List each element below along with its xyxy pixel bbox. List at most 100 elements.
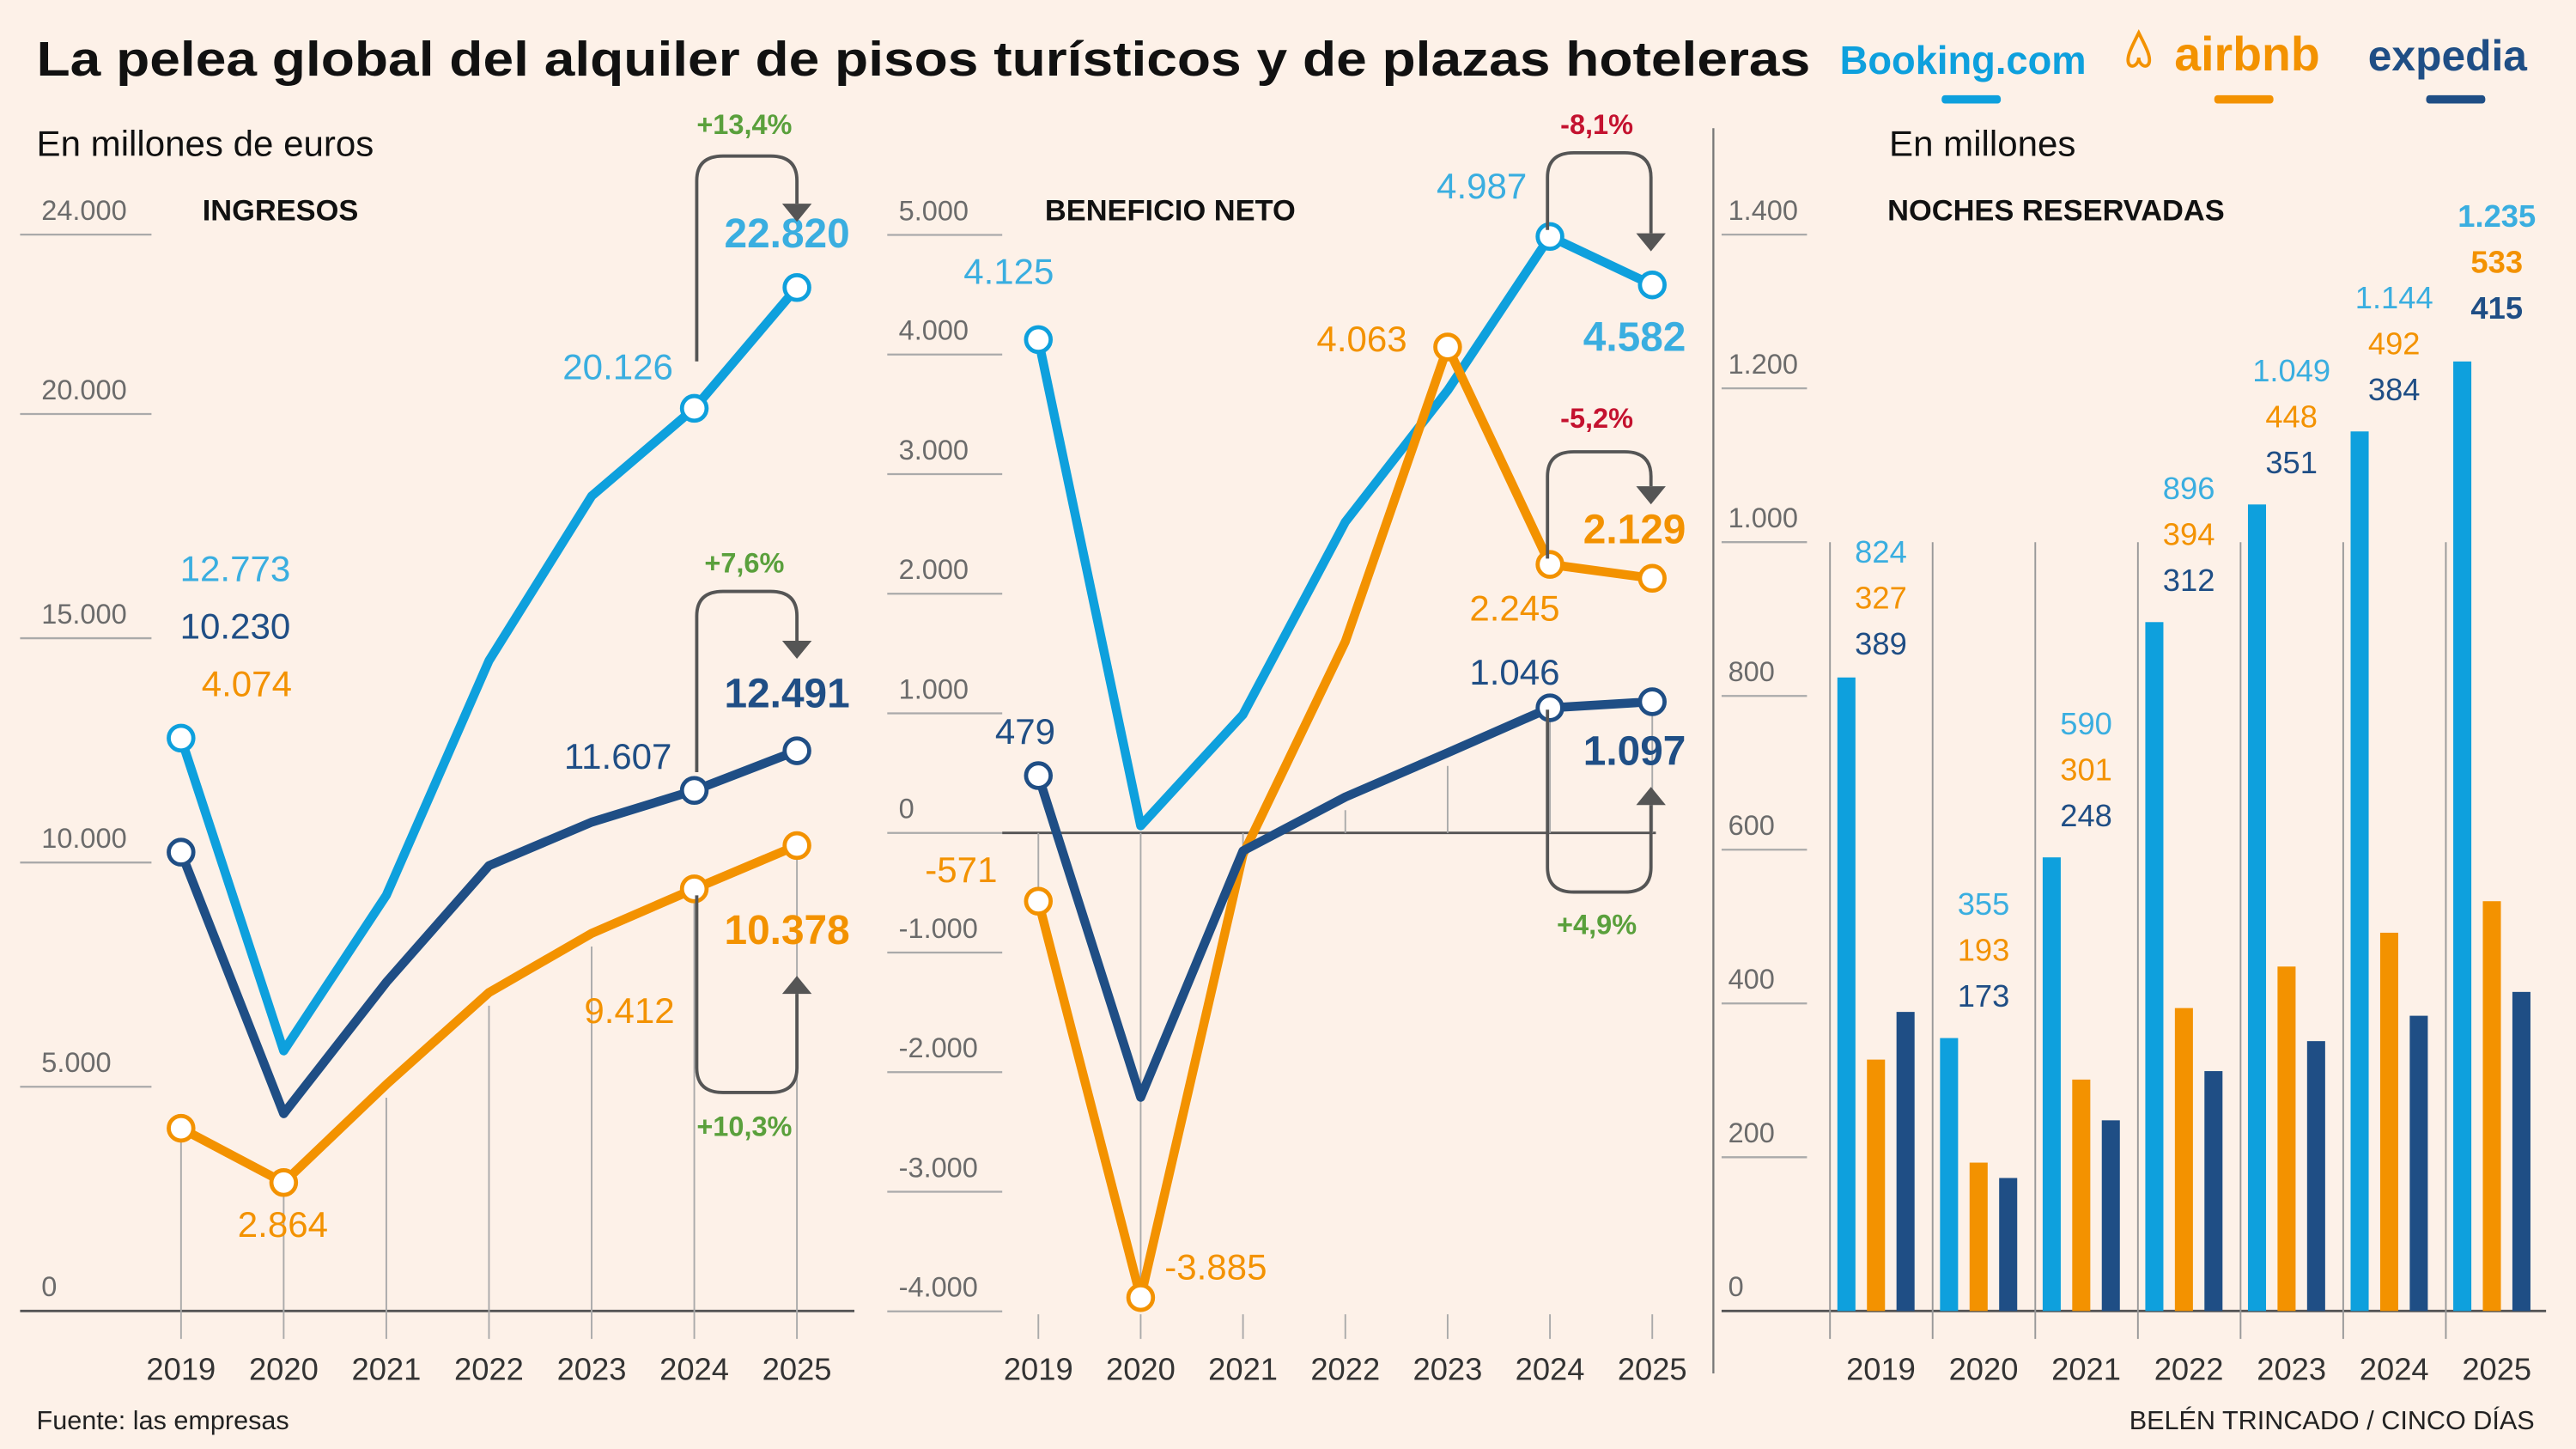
legend-booking-swatch xyxy=(1941,94,2002,104)
data-point-expedia-2019 xyxy=(1024,761,1054,790)
data-label-expedia-2024: 11.607 xyxy=(564,736,672,776)
data-point-airbnb-2019 xyxy=(167,1113,196,1143)
y-tick-label: 20.000 xyxy=(41,374,126,405)
y-tick-label: 400 xyxy=(1728,964,1775,995)
chart-title: BENEFICIO NETO xyxy=(1045,194,1296,227)
bar-label-airbnb-2020: 193 xyxy=(1958,933,2010,968)
data-label-expedia-2025: 1.097 xyxy=(1583,729,1686,775)
bar-expedia-2021 xyxy=(2101,1120,2120,1312)
data-label-expedia-2019: 10.230 xyxy=(180,606,291,647)
x-tick-label: 2024 xyxy=(2360,1352,2429,1387)
bar-expedia-2024 xyxy=(2409,1015,2428,1312)
y-tick-label: 4.000 xyxy=(899,315,969,346)
data-point-expedia-2025 xyxy=(1637,687,1667,716)
y-tick-label: 200 xyxy=(1728,1117,1775,1148)
arrow-head-icon xyxy=(781,640,812,659)
data-point-expedia-2019 xyxy=(167,837,196,867)
bar-label-airbnb-2023: 448 xyxy=(2265,399,2318,434)
y-tick-label: 800 xyxy=(1728,656,1775,687)
source-note: Fuente: las empresas xyxy=(37,1406,289,1435)
left-unit-label: En millones de euros xyxy=(37,124,374,164)
bar-booking-2025 xyxy=(2453,361,2472,1312)
x-tick-label: 2019 xyxy=(146,1352,216,1387)
data-point-booking-2019 xyxy=(167,723,196,753)
bar-label-expedia-2022: 312 xyxy=(2163,563,2215,598)
bar-label-expedia-2020: 173 xyxy=(1958,978,2010,1014)
x-tick-label: 2023 xyxy=(557,1352,627,1387)
x-tick-label: 2022 xyxy=(2154,1352,2224,1387)
arrow-head-icon xyxy=(781,204,812,222)
bar-airbnb-2023 xyxy=(2277,966,2296,1312)
data-label-airbnb-2025: 10.378 xyxy=(725,908,850,953)
data-point-airbnb-2024 xyxy=(1535,550,1564,579)
data-point-expedia-2024 xyxy=(679,776,709,805)
bar-label-expedia-2019: 389 xyxy=(1855,626,1907,661)
bar-label-booking-2022: 896 xyxy=(2163,471,2215,506)
data-point-airbnb-2025 xyxy=(1637,563,1667,594)
bar-booking-2024 xyxy=(2350,431,2369,1312)
y-tick-label: -1.000 xyxy=(899,913,978,944)
data-point-expedia-2025 xyxy=(782,736,811,765)
data-label-booking-2025: 4.582 xyxy=(1583,315,1686,361)
y-tick-label: 10.000 xyxy=(41,823,126,854)
legend-airbnb-swatch xyxy=(2214,94,2274,104)
x-tick-label: 2022 xyxy=(1310,1352,1380,1387)
y-tick-label: 5.000 xyxy=(899,195,969,226)
legend-expedia: expedia xyxy=(2368,32,2528,80)
data-label-airbnb-2019: 4.074 xyxy=(202,664,292,704)
data-point-airbnb-2019 xyxy=(1024,886,1054,916)
bar-label-booking-2019: 824 xyxy=(1855,534,1907,569)
arrow-head-icon xyxy=(781,976,812,995)
change-arrow xyxy=(1546,450,1653,559)
chart-title: INGRESOS xyxy=(203,194,359,227)
y-tick-label: -3.000 xyxy=(899,1152,978,1183)
bar-booking-2019 xyxy=(1837,677,1856,1312)
data-label-expedia-2019: 479 xyxy=(995,711,1055,752)
bar-booking-2022 xyxy=(2145,622,2164,1312)
bar-label-expedia-2025: 415 xyxy=(2470,290,2523,326)
bar-expedia-2025 xyxy=(2512,991,2530,1312)
bar-label-expedia-2023: 351 xyxy=(2265,445,2318,480)
bar-airbnb-2022 xyxy=(2174,1008,2193,1312)
data-label-booking-2024: 4.987 xyxy=(1437,166,1527,206)
data-label-airbnb-2025: 2.129 xyxy=(1583,507,1686,552)
change-arrow xyxy=(1546,150,1653,234)
data-label-airbnb-2024: 9.412 xyxy=(584,990,674,1031)
legend-booking: Booking.com xyxy=(1840,38,2087,82)
change-arrow xyxy=(1546,709,1653,894)
y-tick-label: 5.000 xyxy=(41,1047,111,1078)
data-label-airbnb-2023: 4.063 xyxy=(1316,319,1406,359)
x-tick-label: 2021 xyxy=(2051,1352,2121,1387)
legend: Booking.com airbnb expedia xyxy=(1840,27,2528,104)
y-tick-label: 1.000 xyxy=(1728,502,1798,533)
bar-label-booking-2021: 590 xyxy=(2060,706,2112,741)
bar-label-expedia-2021: 248 xyxy=(2060,798,2112,833)
change-label-booking: +13,4% xyxy=(696,109,792,140)
bar-booking-2020 xyxy=(1940,1038,1959,1312)
x-tick-label: 2025 xyxy=(2462,1352,2531,1387)
y-tick-label: 15.000 xyxy=(41,599,126,630)
bar-label-airbnb-2025: 533 xyxy=(2470,245,2523,280)
change-label-booking: -8,1% xyxy=(1560,109,1633,140)
data-point-airbnb-2025 xyxy=(782,831,811,861)
chart-beneficio-neto: BENEFICIO NETO -4.000 -3.000 -2.000 -1.000 0 1… xyxy=(887,109,1687,1387)
data-label-booking-2025: 22.820 xyxy=(725,211,850,257)
y-tick-label: -4.000 xyxy=(899,1272,978,1303)
change-label-expedia: +7,6% xyxy=(704,548,784,579)
chart-noches-reservadas: NOCHES RESERVADAS 0 200 400 600 800 1.000 1.200… xyxy=(1721,194,2547,1387)
data-point-booking-2025 xyxy=(782,273,811,302)
y-tick-label: 24.000 xyxy=(41,195,126,226)
data-label-booking-2024: 20.126 xyxy=(562,346,673,387)
bar-airbnb-2019 xyxy=(1867,1059,1886,1312)
x-tick-label: 2020 xyxy=(1106,1352,1176,1387)
data-label-expedia-2025: 12.491 xyxy=(725,672,850,717)
chart-title: NOCHES RESERVADAS xyxy=(1887,194,2225,227)
x-tick-label: 2020 xyxy=(1949,1352,2019,1387)
bar-label-airbnb-2019: 327 xyxy=(1855,580,1907,615)
data-label-airbnb-2020: -3.885 xyxy=(1164,1247,1267,1288)
x-tick-label: 2024 xyxy=(1516,1352,1585,1387)
y-tick-label: 1.000 xyxy=(899,673,969,704)
bar-expedia-2019 xyxy=(1896,1012,1915,1312)
change-label-airbnb: +10,3% xyxy=(696,1111,792,1142)
